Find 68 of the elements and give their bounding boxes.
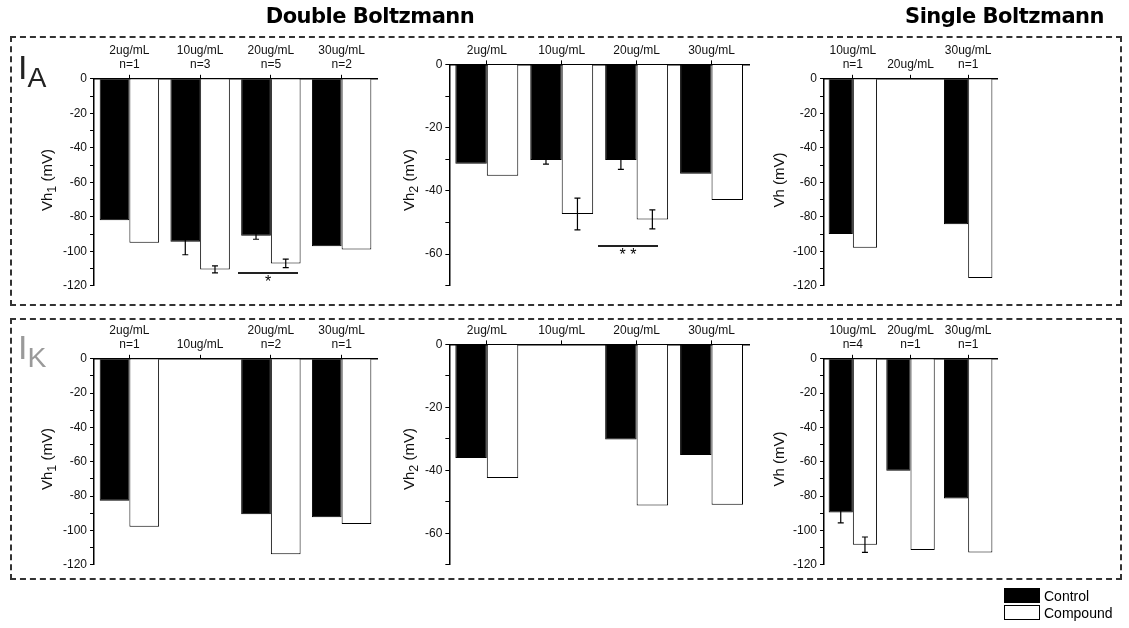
x-tick-label: 20ug/mL n=2 [247, 322, 295, 351]
y-tick-label: 0 [80, 351, 88, 366]
x-tick-label: 10ug/mL [538, 42, 586, 57]
y-tick-label: -80 [69, 488, 88, 503]
y-tick-label: -20 [799, 385, 818, 400]
y-tick-label: -100 [792, 522, 818, 537]
x-tick-label: 10ug/mL [538, 322, 586, 337]
x-tick-label: 10ug/mL n=4 [829, 322, 877, 351]
x-tick-label: 20ug/mL [613, 322, 661, 337]
y-tick-label: -80 [69, 209, 88, 224]
y-tick-label: -80 [799, 209, 818, 224]
y-tick-label: -40 [425, 183, 443, 198]
y-tick-label: -100 [62, 522, 88, 537]
x-tick-label: 2ug/mL n=1 [109, 42, 150, 71]
y-tick-label: -120 [62, 557, 88, 572]
legend-label: Control [1044, 587, 1090, 604]
y-tick-label: -20 [69, 105, 88, 120]
y-tick-label: -120 [792, 278, 818, 293]
y-tick-label: -60 [425, 525, 443, 540]
y-tick-label: -20 [69, 385, 88, 400]
y-tick-label: 0 [810, 351, 818, 366]
y-tick-label: -60 [799, 174, 818, 189]
y-tick-label: -20 [799, 105, 818, 120]
x-tick-label: 20ug/mL [613, 42, 661, 57]
x-tick-label: 20ug/mL n=1 [887, 322, 935, 351]
y-tick-label: -40 [69, 140, 88, 155]
chart-title: Single Boltzmann [904, 4, 1105, 28]
x-tick-label: 2ug/mL [466, 42, 508, 57]
x-tick-label: 30ug/mL [688, 322, 736, 337]
chart-title: Double Boltzmann [264, 4, 476, 28]
y-tick-label: -60 [69, 174, 88, 189]
y-axis-title: Vh (mV) [769, 431, 787, 487]
y-tick-label: -100 [792, 243, 818, 258]
text: I$_{A}$ [18, 48, 47, 93]
annotation: * * [618, 246, 638, 263]
y-tick-label: -120 [792, 557, 818, 572]
y-axis-title: Vh (mV) [769, 152, 787, 208]
y-tick-label: -40 [799, 419, 818, 434]
y-tick-label: -120 [62, 278, 88, 293]
x-tick-label: 30ug/mL n=2 [318, 42, 366, 71]
x-tick-label: 30ug/mL n=1 [944, 42, 992, 71]
y-tick-label: 0 [810, 71, 818, 86]
y-tick-label: -100 [62, 243, 88, 258]
x-tick-label: 10ug/mL n=1 [829, 42, 877, 71]
text: Compound [1044, 604, 1113, 621]
y-tick-label: 0 [80, 71, 88, 86]
y-tick-label: -40 [69, 419, 88, 434]
text: I$_{K}$ [18, 328, 47, 373]
x-tick-label: 10ug/mL n=3 [176, 42, 224, 71]
x-tick-label: 30ug/mL n=1 [318, 322, 366, 351]
y-tick-label: -40 [425, 462, 443, 477]
x-tick-label: 30ug/mL n=1 [944, 322, 992, 351]
x-tick-label: 20ug/mL [887, 56, 935, 71]
y-tick-label: -80 [799, 488, 818, 503]
x-tick-label: 10ug/mL [176, 336, 224, 351]
y-tick-label: 0 [435, 56, 443, 71]
x-tick-label: 20ug/mL n=5 [247, 42, 295, 71]
x-tick-label: 2ug/mL n=1 [109, 322, 150, 351]
annotation: * [263, 273, 273, 290]
y-tick-label: -40 [799, 140, 818, 155]
y-tick-label: 0 [435, 336, 443, 351]
y-tick-label: -60 [69, 454, 88, 469]
x-tick-label: 2ug/mL [466, 322, 508, 337]
x-tick-label: 30ug/mL [688, 42, 736, 57]
y-tick-label: -60 [425, 246, 443, 261]
y-tick-label: -60 [799, 454, 818, 469]
y-tick-label: -20 [425, 399, 443, 414]
y-tick-label: -20 [425, 119, 443, 134]
